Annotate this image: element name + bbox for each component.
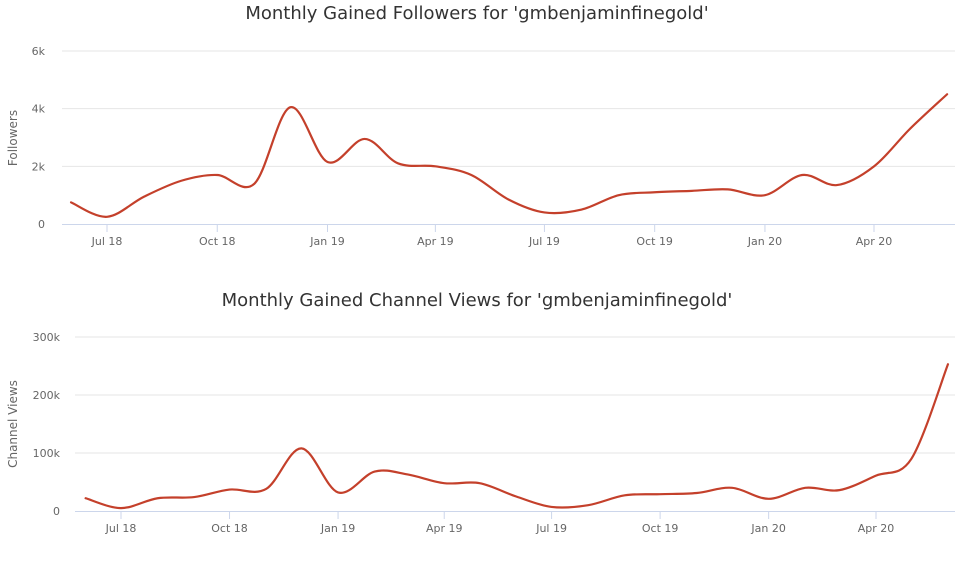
data-point[interactable]: [904, 123, 916, 135]
y-tick-label: 200k: [33, 389, 61, 402]
data-point[interactable]: [796, 169, 808, 181]
data-point[interactable]: [115, 502, 127, 514]
data-point[interactable]: [175, 175, 187, 187]
data-point[interactable]: [224, 484, 236, 496]
data-point[interactable]: [502, 193, 514, 205]
data-point[interactable]: [402, 468, 414, 480]
data-point[interactable]: [831, 179, 843, 191]
channel-views-chart: Monthly Gained Channel Views for 'gmbenj…: [6, 290, 955, 535]
data-point[interactable]: [942, 358, 954, 370]
x-tick-label: Oct 19: [636, 235, 673, 248]
x-tick-label: Jan 20: [750, 522, 785, 535]
data-point[interactable]: [870, 470, 882, 482]
data-point[interactable]: [80, 492, 92, 504]
followers-chart: Monthly Gained Followers for 'gmbenjamin…: [6, 3, 955, 248]
chart-title: Monthly Gained Channel Views for 'gmbenj…: [222, 290, 733, 311]
data-point[interactable]: [941, 88, 953, 100]
data-point[interactable]: [65, 196, 77, 208]
y-axis-title: Channel Views: [6, 380, 20, 468]
data-point[interactable]: [905, 453, 917, 465]
x-tick-label: Jul 18: [105, 522, 137, 535]
x-tick-label: Oct 19: [642, 522, 679, 535]
data-point[interactable]: [649, 186, 661, 198]
data-point[interactable]: [582, 499, 594, 511]
data-point[interactable]: [546, 501, 558, 513]
data-point[interactable]: [211, 169, 223, 181]
data-point[interactable]: [619, 489, 631, 501]
x-tick-label: Jan 20: [747, 235, 782, 248]
data-point[interactable]: [101, 211, 113, 223]
data-point[interactable]: [322, 156, 334, 168]
data-point[interactable]: [691, 487, 703, 499]
y-tick-label: 4k: [32, 103, 46, 116]
data-point[interactable]: [654, 488, 666, 500]
data-point[interactable]: [188, 491, 200, 503]
data-point[interactable]: [474, 477, 486, 489]
y-tick-label: 300k: [33, 331, 61, 344]
data-point[interactable]: [429, 160, 441, 172]
data-point[interactable]: [613, 189, 625, 201]
y-axis-title: Followers: [6, 110, 20, 166]
data-point[interactable]: [868, 160, 880, 172]
data-point[interactable]: [248, 178, 260, 190]
x-tick-label: Jul 19: [535, 522, 567, 535]
y-tick-label: 6k: [32, 45, 46, 58]
data-point[interactable]: [759, 189, 771, 201]
data-point[interactable]: [763, 493, 775, 505]
data-point[interactable]: [465, 169, 477, 181]
series-line: [69, 93, 949, 218]
x-tick-label: Oct 18: [199, 235, 236, 248]
x-tick-label: Apr 19: [426, 522, 463, 535]
data-point[interactable]: [833, 484, 845, 496]
data-point[interactable]: [359, 133, 371, 145]
data-point[interactable]: [392, 157, 404, 169]
x-tick-label: Apr 20: [856, 235, 893, 248]
x-tick-label: Jul 19: [528, 235, 560, 248]
data-point[interactable]: [510, 491, 522, 503]
data-point[interactable]: [369, 466, 381, 478]
x-tick-label: Jul 18: [91, 235, 123, 248]
data-point[interactable]: [284, 101, 296, 113]
data-point[interactable]: [438, 477, 450, 489]
data-point[interactable]: [686, 185, 698, 197]
data-point[interactable]: [726, 482, 738, 494]
data-point[interactable]: [260, 483, 272, 495]
y-tick-label: 2k: [32, 160, 46, 173]
data-point[interactable]: [799, 482, 811, 494]
data-point[interactable]: [138, 191, 150, 203]
y-tick-label: 100k: [33, 447, 61, 460]
x-tick-label: Oct 18: [211, 522, 248, 535]
data-point[interactable]: [538, 206, 550, 218]
data-point[interactable]: [295, 442, 307, 454]
y-tick-label: 0: [53, 505, 60, 518]
data-point[interactable]: [332, 486, 344, 498]
series-line: [84, 363, 950, 510]
x-tick-label: Apr 19: [417, 235, 454, 248]
data-point[interactable]: [152, 492, 164, 504]
x-tick-label: Apr 20: [858, 522, 895, 535]
data-point[interactable]: [576, 204, 588, 216]
y-tick-label: 0: [38, 218, 45, 231]
x-tick-label: Jan 19: [320, 522, 355, 535]
x-tick-label: Jan 19: [309, 235, 344, 248]
chart-title: Monthly Gained Followers for 'gmbenjamin…: [245, 3, 708, 24]
data-point[interactable]: [722, 183, 734, 195]
